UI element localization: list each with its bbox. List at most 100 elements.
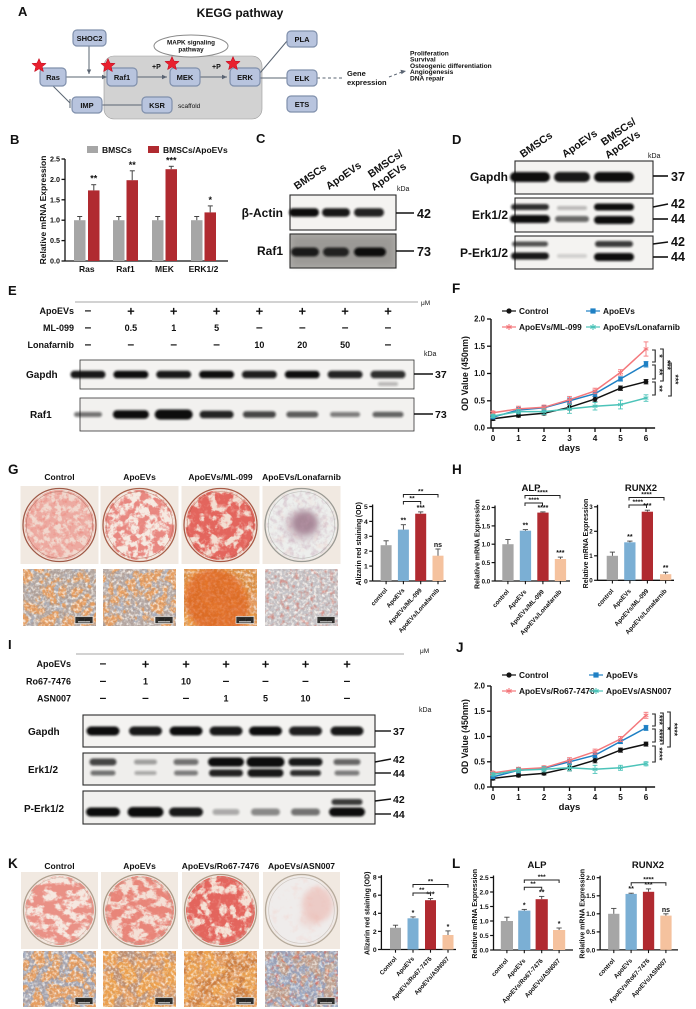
- svg-text:ApoEVs/ML-099: ApoEVs/ML-099: [188, 472, 253, 482]
- svg-text:100 μm: 100 μm: [320, 999, 332, 1003]
- svg-text:2.0: 2.0: [586, 875, 595, 882]
- svg-text:1.0: 1.0: [474, 369, 486, 378]
- svg-text:42: 42: [393, 754, 405, 766]
- svg-text:**: **: [530, 881, 536, 888]
- svg-text:1.5: 1.5: [482, 523, 491, 530]
- svg-text:–: –: [142, 691, 149, 705]
- svg-text:+: +: [127, 304, 135, 319]
- svg-text:6: 6: [373, 893, 377, 900]
- svg-text:–: –: [85, 337, 92, 351]
- svg-text:ApoEVs: ApoEVs: [36, 659, 71, 669]
- svg-text:Relative mRNA Expression: Relative mRNA Expression: [583, 499, 590, 589]
- svg-text:–: –: [385, 320, 392, 334]
- svg-text:**: **: [628, 886, 634, 893]
- svg-text:***: ***: [644, 882, 652, 889]
- svg-text:2.0: 2.0: [482, 505, 491, 512]
- svg-text:0.5: 0.5: [125, 323, 138, 333]
- svg-text:100 μm: 100 μm: [78, 999, 90, 1003]
- svg-text:–: –: [223, 674, 230, 688]
- svg-text:–: –: [85, 320, 92, 334]
- svg-text:A: A: [18, 4, 28, 19]
- svg-text:6: 6: [644, 434, 649, 443]
- svg-text:Proliferation: Proliferation: [410, 51, 449, 58]
- svg-text:KEGG pathway: KEGG pathway: [197, 6, 284, 20]
- svg-text:37: 37: [393, 726, 405, 738]
- svg-text:**: **: [428, 878, 434, 885]
- svg-text:****: ****: [670, 723, 680, 737]
- svg-text:*: *: [523, 902, 526, 909]
- svg-text:Gapdh: Gapdh: [470, 170, 508, 184]
- svg-text:2.0: 2.0: [480, 889, 489, 896]
- svg-text:ApoEVs/ASN007: ApoEVs/ASN007: [268, 861, 335, 871]
- svg-text:Relative mRNA Expression: Relative mRNA Expression: [475, 499, 482, 589]
- svg-text:ApoEVs: ApoEVs: [324, 159, 364, 192]
- svg-text:****: ****: [537, 505, 548, 512]
- svg-text:4: 4: [593, 793, 598, 802]
- svg-text:Gene: Gene: [347, 69, 366, 78]
- svg-text:1: 1: [516, 793, 521, 802]
- svg-text:ApoEVs: ApoEVs: [603, 306, 635, 316]
- svg-text:ApoEVs/Ro67-7476: ApoEVs/Ro67-7476: [182, 861, 260, 871]
- svg-text:2.0: 2.0: [474, 682, 486, 691]
- svg-text:1.0: 1.0: [50, 216, 60, 225]
- svg-text:100 μm: 100 μm: [239, 999, 251, 1003]
- svg-text:2.5: 2.5: [480, 875, 489, 882]
- svg-text:73: 73: [417, 245, 431, 259]
- svg-text:–: –: [262, 674, 269, 688]
- svg-text:4: 4: [364, 519, 368, 526]
- svg-text:μM: μM: [420, 648, 429, 655]
- svg-text:ApoEVs/ASN007: ApoEVs/ASN007: [606, 686, 672, 696]
- svg-text:RUNX2: RUNX2: [632, 860, 664, 871]
- svg-text:P-Erk1/2: P-Erk1/2: [24, 804, 64, 815]
- svg-text:+: +: [256, 304, 264, 319]
- svg-text:–: –: [100, 674, 107, 688]
- svg-text:1.0: 1.0: [474, 732, 486, 741]
- svg-text:Control: Control: [44, 861, 74, 871]
- svg-text:G: G: [8, 462, 19, 477]
- svg-text:–: –: [344, 691, 351, 705]
- svg-text:5: 5: [618, 793, 623, 802]
- svg-text:***: ***: [417, 505, 425, 512]
- svg-text:ApoEVs/Ro67-7476: ApoEVs/Ro67-7476: [519, 686, 595, 696]
- svg-text:J: J: [456, 640, 464, 655]
- svg-text:ApoEVs: ApoEVs: [123, 472, 156, 482]
- svg-text:BMSCs/ApoEVs: BMSCs/ApoEVs: [163, 145, 228, 155]
- svg-text:2.5: 2.5: [50, 155, 60, 164]
- svg-text:–: –: [299, 320, 306, 334]
- svg-text:+: +: [343, 657, 351, 672]
- svg-text:Ras: Ras: [79, 264, 95, 274]
- svg-text:0: 0: [491, 793, 496, 802]
- svg-text:*: *: [655, 354, 665, 358]
- svg-text:Raf1: Raf1: [114, 73, 130, 82]
- svg-text:ML-099: ML-099: [43, 323, 74, 333]
- svg-text:ETS: ETS: [295, 100, 310, 109]
- svg-text:ERK1/2: ERK1/2: [189, 264, 219, 274]
- svg-text:ApoEVs/ML-099: ApoEVs/ML-099: [519, 322, 582, 332]
- svg-text:kDa: kDa: [648, 153, 661, 160]
- svg-text:Control: Control: [519, 670, 549, 680]
- svg-text:Relative mRNA Expression: Relative mRNA Expression: [38, 156, 48, 265]
- svg-text:44: 44: [671, 250, 685, 264]
- svg-text:–: –: [85, 303, 92, 317]
- svg-text:OD Value (450nm): OD Value (450nm): [460, 336, 470, 411]
- svg-text:kDa: kDa: [419, 707, 432, 714]
- svg-text:2: 2: [373, 929, 377, 936]
- svg-text:DNA repair: DNA repair: [410, 75, 445, 82]
- svg-text:0.5: 0.5: [480, 933, 489, 940]
- svg-text:2: 2: [364, 549, 368, 556]
- svg-text:*: *: [558, 921, 561, 928]
- svg-text:Raf1: Raf1: [30, 410, 52, 421]
- svg-text:*: *: [447, 924, 450, 931]
- svg-text:1: 1: [589, 553, 593, 560]
- svg-text:*: *: [412, 910, 415, 917]
- svg-text:***: ***: [556, 550, 564, 557]
- svg-text:0: 0: [589, 578, 593, 585]
- svg-text:+: +: [222, 657, 230, 672]
- svg-text:–: –: [100, 691, 107, 705]
- svg-text:**: **: [655, 369, 665, 376]
- svg-text:1.0: 1.0: [480, 918, 489, 925]
- svg-text:37: 37: [671, 170, 685, 184]
- svg-text:+: +: [170, 304, 178, 319]
- svg-text:Erk1/2: Erk1/2: [472, 208, 508, 222]
- svg-text:scaffold: scaffold: [178, 103, 201, 110]
